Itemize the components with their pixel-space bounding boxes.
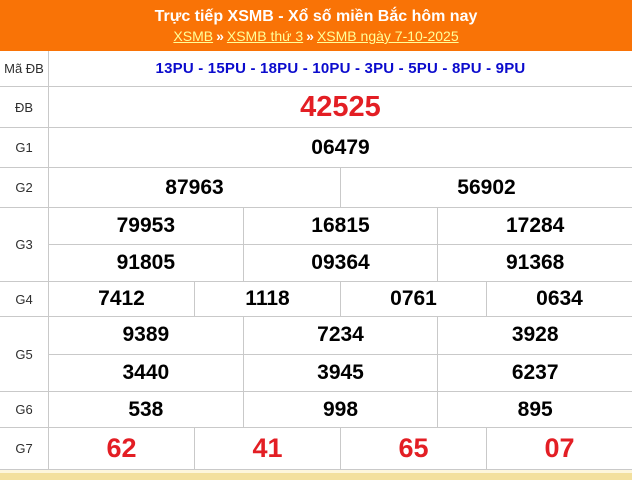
result-cell: 65 [340, 428, 486, 469]
result-cell: 0634 [486, 282, 632, 316]
result-cell-special-codes: 13PU - 15PU - 18PU - 10PU - 3PU - 5PU - … [155, 60, 526, 77]
results-table: Mã ĐB 13PU - 15PU - 18PU - 10PU - 3PU - … [0, 51, 632, 470]
prize-label-g7: G7 [0, 428, 49, 469]
prize-label-g6: G6 [0, 392, 49, 427]
table-row-ma-db: Mã ĐB 13PU - 15PU - 18PU - 10PU - 3PU - … [0, 51, 632, 87]
breadcrumb-separator: » [216, 28, 224, 44]
prize-label-ma-db: Mã ĐB [0, 51, 49, 86]
breadcrumb-link-xsmb-thu-3[interactable]: XSMB thứ 3 [226, 28, 304, 44]
prize-label-g5: G5 [0, 317, 49, 391]
result-cell-jackpot: 42525 [300, 90, 381, 123]
result-cell: 538 [128, 397, 164, 421]
result-cell: 6237 [437, 354, 632, 391]
result-cell: 9389 [122, 323, 170, 347]
breadcrumb-separator: » [306, 28, 314, 44]
result-cell: 3928 [437, 317, 632, 354]
breadcrumb-link-xsmb[interactable]: XSMB [173, 28, 214, 44]
table-row-g7: G7 62 41 65 07 [0, 428, 632, 470]
result-cell: 41 [194, 428, 340, 469]
result-cell: 79953 [116, 214, 176, 237]
table-row-g5: G5 9389 7234 3928 3440 3945 6237 [0, 317, 632, 392]
prize-label-g1: G1 [0, 128, 49, 167]
result-cell: 998 [242, 392, 438, 427]
prize-label-g2: G2 [0, 168, 49, 207]
result-cell: 62 [106, 433, 137, 463]
table-row-g2: G2 87963 56902 [0, 168, 632, 208]
page-title: Trực tiếp XSMB - Xổ số miền Bắc hôm nay [154, 8, 478, 25]
bottom-strip [0, 470, 632, 480]
result-cell: 3945 [242, 354, 438, 391]
result-cell: 7412 [98, 287, 145, 310]
result-cell: 17284 [437, 208, 632, 244]
result-cell: 07 [486, 428, 632, 469]
result-cell: 56902 [340, 168, 632, 207]
table-row-db: ĐB 42525 [0, 87, 632, 128]
result-cell: 09364 [242, 245, 438, 281]
result-cell: 87963 [165, 175, 224, 199]
result-cell: 06479 [311, 135, 370, 159]
result-cell: 91805 [116, 251, 176, 274]
result-cell: 1118 [194, 282, 340, 316]
breadcrumb: XSMB» XSMB thứ 3» XSMB ngày 7-10-2025 [0, 27, 632, 45]
result-cell: 16815 [242, 208, 438, 244]
prize-label-db: ĐB [0, 87, 49, 127]
table-row-g1: G1 06479 [0, 128, 632, 168]
result-cell: 7234 [242, 317, 438, 354]
breadcrumb-link-xsmb-ngay[interactable]: XSMB ngày 7-10-2025 [316, 28, 459, 44]
prize-label-g4: G4 [0, 282, 49, 316]
prize-label-g3: G3 [0, 208, 49, 281]
header: Trực tiếp XSMB - Xổ số miền Bắc hôm nay … [0, 0, 632, 51]
result-cell: 0761 [340, 282, 486, 316]
table-row-g6: G6 538 998 895 [0, 392, 632, 428]
result-cell: 895 [437, 392, 632, 427]
table-row-g4: G4 7412 1118 0761 0634 [0, 282, 632, 317]
result-cell: 91368 [437, 245, 632, 281]
result-cell: 3440 [122, 360, 170, 384]
table-row-g3: G3 79953 16815 17284 91805 09364 91368 [0, 208, 632, 282]
